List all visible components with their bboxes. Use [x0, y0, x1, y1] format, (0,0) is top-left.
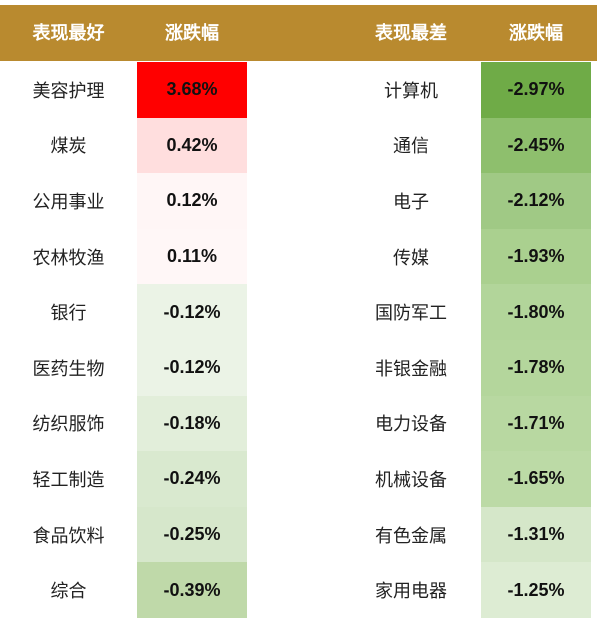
- table-row: 纺织服饰 -0.18% 电力设备 -1.71%: [0, 395, 597, 452]
- table-row: 综合 -0.39% 家用电器 -1.25%: [0, 562, 597, 618]
- worst-sector-name: 通信: [393, 136, 429, 157]
- worst-sector-change: -2.97%: [481, 62, 591, 118]
- table-row: 公用事业 0.12% 电子 -2.12%: [0, 173, 597, 229]
- worst-sector-name: 家用电器: [375, 581, 447, 602]
- worst-sector-name: 非银金融: [375, 358, 447, 379]
- worst-sector-name: 国防军工: [375, 303, 447, 324]
- table-header: [0, 5, 597, 61]
- best-sector-name: 农林牧渔: [32, 247, 105, 268]
- header-worst-change: 涨跌幅: [509, 23, 563, 43]
- table-row: 煤炭 0.42% 通信 -2.45%: [0, 117, 597, 174]
- table-row: 轻工制造 -0.24% 机械设备 -1.65%: [0, 451, 597, 507]
- worst-sector-name: 传媒: [393, 247, 429, 268]
- best-sector-name: 银行: [50, 303, 87, 324]
- best-sector-change: 3.68%: [137, 62, 247, 118]
- table-row: 食品饮料 -0.25% 有色金属 -1.31%: [0, 506, 597, 563]
- best-sector-change: -0.12%: [137, 284, 247, 340]
- worst-sector-change: -1.71%: [481, 395, 591, 452]
- best-sector-change: 0.12%: [137, 173, 247, 229]
- best-sector-change: -0.24%: [137, 451, 247, 507]
- worst-sector-name: 有色金属: [375, 525, 447, 546]
- worst-sector-change: -1.31%: [481, 506, 591, 563]
- table-row: 医药生物 -0.12% 非银金融 -1.78%: [0, 340, 597, 396]
- best-sector-name: 轻工制造: [32, 469, 105, 490]
- best-sector-change: -0.25%: [137, 506, 247, 563]
- best-sector-name: 食品饮料: [32, 525, 105, 546]
- worst-sector-change: -1.80%: [481, 284, 591, 340]
- worst-sector-name: 电子: [393, 191, 429, 212]
- worst-sector-name: 计算机: [384, 80, 438, 101]
- worst-sector-name: 机械设备: [375, 469, 447, 490]
- table-row: 银行 -0.12% 国防军工 -1.80%: [0, 284, 597, 340]
- header-best: 表现最好: [32, 23, 105, 43]
- best-sector-name: 煤炭: [50, 136, 87, 157]
- worst-sector-change: -1.78%: [481, 340, 591, 396]
- best-sector-change: 0.42%: [137, 117, 247, 174]
- table-row: 农林牧渔 0.11% 传媒 -1.93%: [0, 228, 597, 285]
- worst-sector-change: -2.12%: [481, 173, 591, 229]
- best-sector-name: 纺织服饰: [32, 414, 105, 435]
- worst-sector-change: -1.65%: [481, 451, 591, 507]
- header-best-change: 涨跌幅: [165, 23, 219, 43]
- best-sector-change: -0.12%: [137, 340, 247, 396]
- worst-sector-change: -1.25%: [481, 562, 591, 618]
- worst-sector-change: -2.45%: [481, 117, 591, 174]
- best-sector-name: 医药生物: [32, 358, 105, 379]
- best-sector-change: -0.18%: [137, 395, 247, 452]
- best-sector-name: 公用事业: [32, 191, 105, 212]
- best-sector-change: -0.39%: [137, 562, 247, 618]
- best-sector-name: 综合: [50, 581, 87, 602]
- worst-sector-name: 电力设备: [375, 414, 447, 435]
- header-worst: 表现最差: [375, 23, 447, 43]
- worst-sector-change: -1.93%: [481, 228, 591, 285]
- best-sector-change: 0.11%: [137, 228, 247, 285]
- best-sector-name: 美容护理: [32, 80, 105, 101]
- table-row: 美容护理 3.68% 计算机 -2.97%: [0, 62, 597, 118]
